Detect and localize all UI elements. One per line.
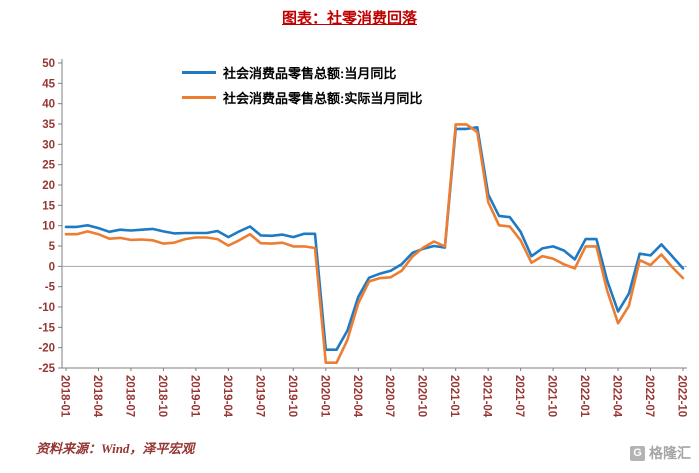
y-tick-label: 20 — [42, 180, 55, 192]
y-tick-label: 35 — [42, 119, 55, 131]
x-tick-label: 2022-04 — [611, 375, 623, 418]
legend-line-real-icon — [182, 96, 216, 99]
watermark-text: 格隆汇 — [649, 445, 691, 461]
legend-item-nominal: 社会消费品零售总额:当月同比 — [182, 60, 422, 85]
x-tick-label: 2018-10 — [156, 375, 168, 417]
series-line-0 — [64, 126, 685, 352]
legend-line-nominal-icon — [182, 71, 216, 74]
x-tick-label: 2020-10 — [416, 375, 428, 417]
x-tick-label: 2018-04 — [91, 375, 103, 418]
x-tick-label: 2020-04 — [351, 375, 363, 418]
x-tick-label: 2018-07 — [123, 375, 135, 417]
x-tick-label: 2021-07 — [513, 375, 525, 417]
y-tick-label: 0 — [49, 261, 55, 273]
series-line-1 — [64, 123, 685, 365]
y-tick-label: 15 — [42, 200, 55, 212]
x-tick-label: 2021-04 — [481, 375, 493, 418]
x-tick-label: 2022-07 — [643, 375, 655, 417]
y-tick-label: 10 — [42, 221, 55, 233]
x-tick-label: 2022-01 — [578, 375, 590, 418]
y-tick-label: -10 — [38, 302, 55, 314]
legend-item-real: 社会消费品零售总额:实际当月同比 — [182, 85, 422, 110]
x-tick-label: 2021-10 — [546, 375, 558, 417]
x-tick-label: 2019-07 — [253, 375, 265, 417]
y-tick-label: -5 — [45, 282, 56, 294]
x-tick-label: 2021-01 — [448, 375, 460, 418]
y-tick-label: 25 — [42, 160, 55, 172]
x-tick-label: 2018-01 — [59, 375, 71, 418]
x-tick-label: 2019-01 — [188, 375, 200, 418]
x-tick-label: 2022-10 — [676, 375, 688, 417]
y-tick-label: -15 — [38, 322, 55, 334]
x-tick-label: 2020-07 — [383, 375, 395, 417]
y-tick-label: 40 — [42, 99, 55, 111]
y-tick-label: 5 — [49, 241, 56, 253]
x-tick-label: 2020-01 — [318, 375, 330, 418]
x-tick-label: 2019-04 — [221, 375, 233, 418]
watermark-logo: G 格隆汇 — [630, 443, 691, 463]
y-tick-label: 30 — [42, 139, 55, 151]
legend-label-nominal: 社会消费品零售总额:当月同比 — [223, 66, 397, 81]
chart-title: 图表：社零消费回落 — [281, 10, 417, 27]
y-tick-label: -20 — [38, 343, 55, 355]
y-tick-label: -25 — [38, 363, 55, 375]
source-note: 资料来源：Wind，泽平宏观 — [36, 441, 195, 456]
legend-label-real: 社会消费品零售总额:实际当月同比 — [223, 91, 423, 106]
x-axis: 2018-01 2018-04 2018-07 2018-10 2019-01 2019-… — [59, 367, 688, 418]
gelonghui-icon: G — [630, 445, 645, 461]
y-tick-label: 50 — [42, 58, 55, 70]
y-tick-label: 45 — [42, 78, 55, 90]
chart-legend: 社会消费品零售总额:当月同比 社会消费品零售总额:实际当月同比 — [182, 60, 422, 110]
x-tick-label: 2019-10 — [286, 375, 298, 417]
